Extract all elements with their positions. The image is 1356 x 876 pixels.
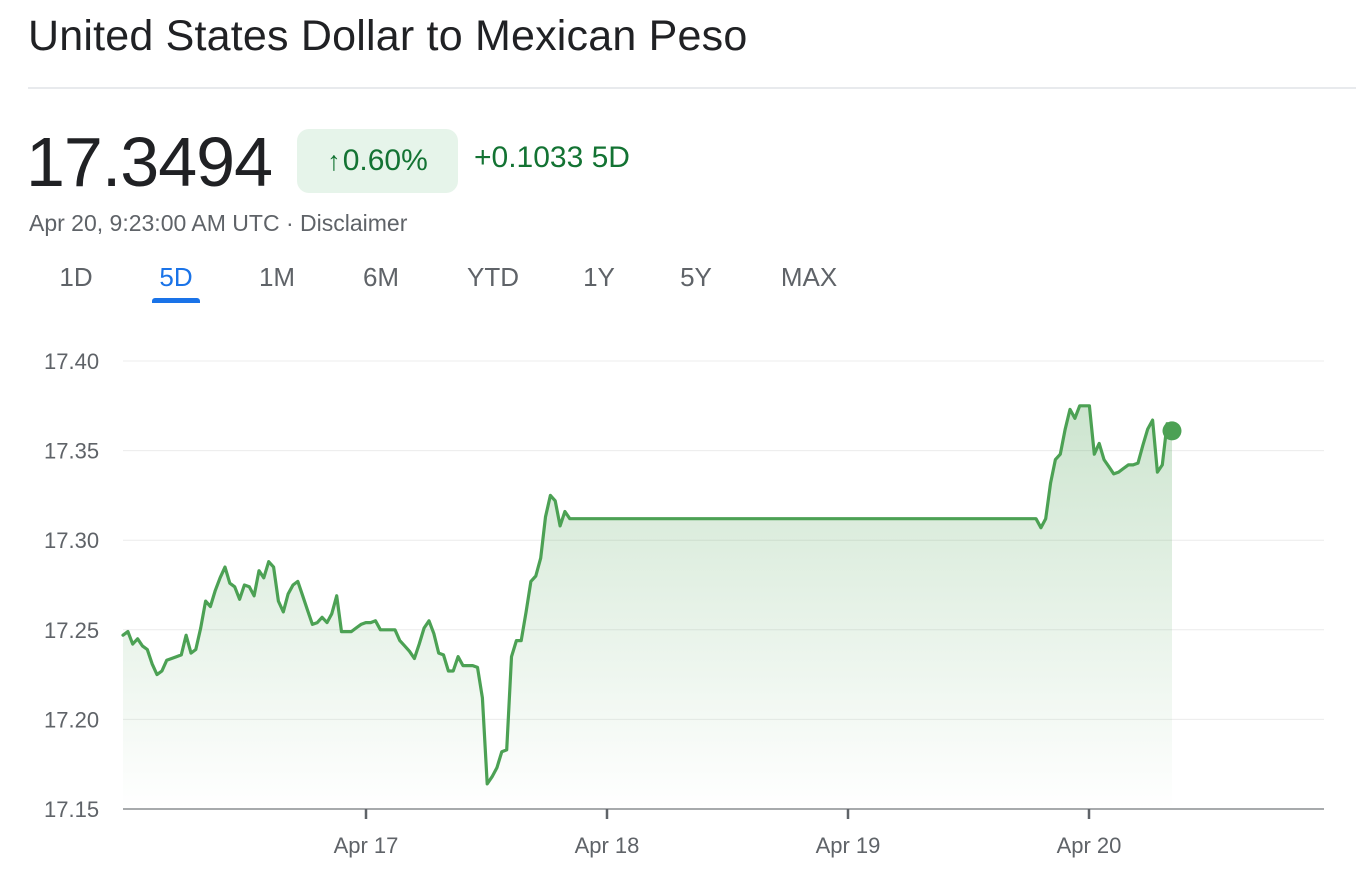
quote-timestamp-row: Apr 20, 9:23:00 AM UTC · Disclaimer — [29, 210, 407, 237]
tab-1m[interactable]: 1M — [258, 262, 296, 292]
series-line — [121, 404, 1174, 786]
tab-1y[interactable]: 1Y — [583, 262, 615, 292]
y-tick-label: 17.35 — [44, 439, 99, 464]
y-tick-label: 17.25 — [44, 618, 99, 643]
disclaimer-link[interactable]: Disclaimer — [300, 210, 408, 236]
tab-max[interactable]: MAX — [780, 262, 838, 292]
chart-line — [121, 404, 1174, 786]
chart-y-axis: 17.40 17.35 17.30 17.25 17.20 17.15 — [44, 349, 99, 822]
percent-change-value: 0.60% — [342, 144, 428, 177]
quote-timestamp: Apr 20, 9:23:00 AM UTC — [29, 210, 280, 236]
last-point-marker — [1162, 421, 1182, 441]
tab-5y[interactable]: 5Y — [680, 262, 712, 292]
x-tick-label: Apr 17 — [334, 833, 399, 858]
tab-5d[interactable]: 5D — [159, 262, 193, 292]
tab-6m[interactable]: 6M — [362, 262, 400, 292]
tab-ytd[interactable]: YTD — [467, 262, 519, 292]
percent-change-badge: ↑ 0.60% — [297, 129, 458, 193]
arrow-up-icon: ↑ — [327, 145, 341, 176]
y-tick-label: 17.40 — [44, 349, 99, 374]
chart-last-point — [1162, 421, 1182, 441]
tab-1d[interactable]: 1D — [59, 262, 93, 292]
x-tick-label: Apr 18 — [575, 833, 640, 858]
absolute-change: +0.1033 5D — [474, 141, 630, 174]
y-tick-label: 17.20 — [44, 707, 99, 732]
x-tick-label: Apr 20 — [1057, 833, 1122, 858]
current-price: 17.3494 — [26, 123, 273, 201]
area-fill — [123, 405, 1172, 809]
chart-area — [123, 405, 1172, 809]
header-divider — [28, 87, 1356, 89]
active-tab-indicator — [152, 298, 200, 303]
separator-dot: · — [279, 210, 301, 236]
y-tick-label: 17.15 — [44, 797, 99, 822]
time-range-tabs: 1D 5D 1M 6M YTD 1Y 5Y MAX — [0, 262, 900, 308]
chart-x-axis: Apr 17 Apr 18 Apr 19 Apr 20 — [123, 808, 1324, 858]
x-tick-label: Apr 19 — [816, 833, 881, 858]
page-title: United States Dollar to Mexican Peso — [28, 12, 748, 60]
y-tick-label: 17.30 — [44, 528, 99, 553]
